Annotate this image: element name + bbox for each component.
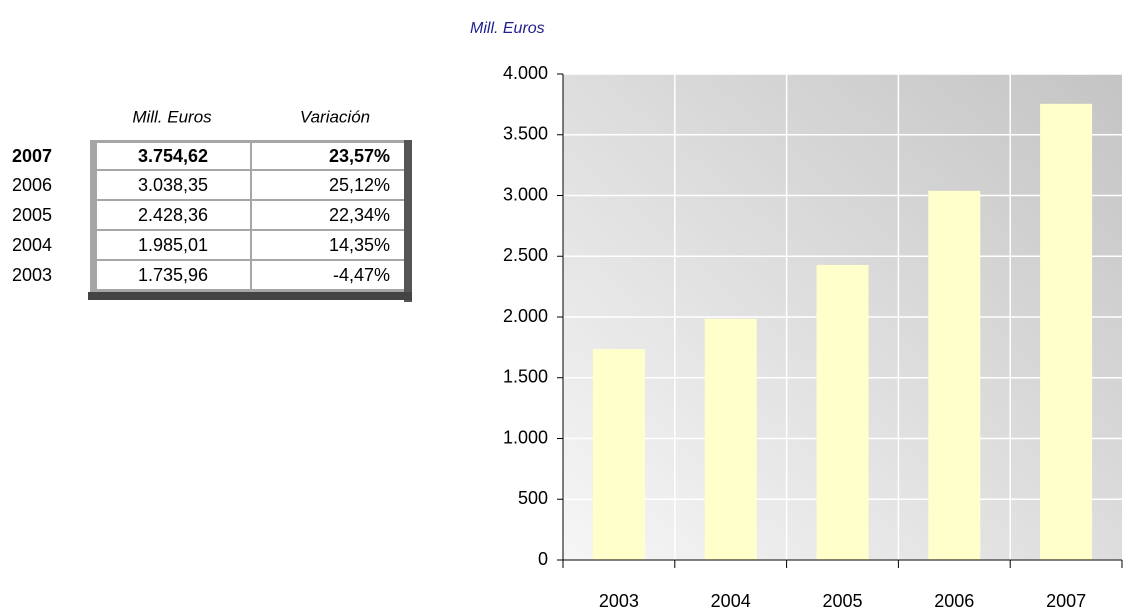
y-tick-label: 3.000 — [503, 184, 548, 204]
y-tick-label: 2.500 — [503, 245, 548, 265]
cell-value: 1.735,96 — [138, 265, 208, 285]
x-tick-label: 2005 — [822, 591, 862, 609]
y-tick-label: 3.500 — [503, 124, 548, 144]
cell-variation: -4,47% — [333, 265, 390, 285]
cell — [97, 143, 250, 169]
table-shadow — [404, 140, 412, 302]
cell — [252, 171, 404, 199]
cell-variation: 23,57% — [329, 146, 390, 166]
x-tick-label: 2006 — [934, 591, 974, 609]
cell — [97, 201, 250, 229]
bar — [704, 318, 757, 560]
y-tick-label: 500 — [518, 488, 548, 508]
cell-variation: 22,34% — [329, 205, 390, 225]
chart: 0 500 1.000 1.500 2.000 2.500 3.000 3.500 4.000 2… — [503, 63, 1123, 609]
cell-value: 1.985,01 — [138, 235, 208, 255]
row-year: 2005 — [12, 205, 52, 225]
cell-value: 3.038,35 — [138, 175, 208, 195]
bar — [592, 349, 645, 560]
table: Mill. Euros Variación 2007 3.754,62 23,57% 20… — [12, 107, 412, 302]
x-tick-label: 2004 — [711, 591, 751, 609]
bar — [1040, 103, 1093, 561]
bar — [928, 190, 981, 561]
column-header: Variación — [300, 107, 370, 126]
y-tick-label: 4.000 — [503, 63, 548, 83]
row-year: 2004 — [12, 235, 52, 255]
y-tick-label: 0 — [538, 549, 548, 569]
x-tick-label: 2007 — [1046, 591, 1086, 609]
cell-variation: 25,12% — [329, 175, 390, 195]
row-year: 2006 — [12, 175, 52, 195]
table-shadow — [88, 292, 412, 300]
bar — [816, 264, 869, 560]
cell-value: 3.754,62 — [138, 146, 208, 166]
row-year: 2003 — [12, 265, 52, 285]
row-year: 2007 — [12, 146, 52, 166]
cell — [252, 143, 404, 169]
cell — [97, 171, 250, 199]
x-tick-label: 2003 — [599, 591, 639, 609]
column-header: Mill. Euros — [132, 107, 212, 126]
cell-variation: 14,35% — [329, 235, 390, 255]
y-tick-label: 2.000 — [503, 306, 548, 326]
chart-title: Mill. Euros — [470, 20, 545, 37]
cell — [252, 261, 404, 289]
cell — [97, 231, 250, 259]
y-tick-label: 1.500 — [503, 367, 548, 387]
cell-value: 2.428,36 — [138, 205, 208, 225]
cell — [252, 201, 404, 229]
cell — [97, 261, 250, 289]
y-tick-label: 1.000 — [503, 427, 548, 447]
cell — [252, 231, 404, 259]
